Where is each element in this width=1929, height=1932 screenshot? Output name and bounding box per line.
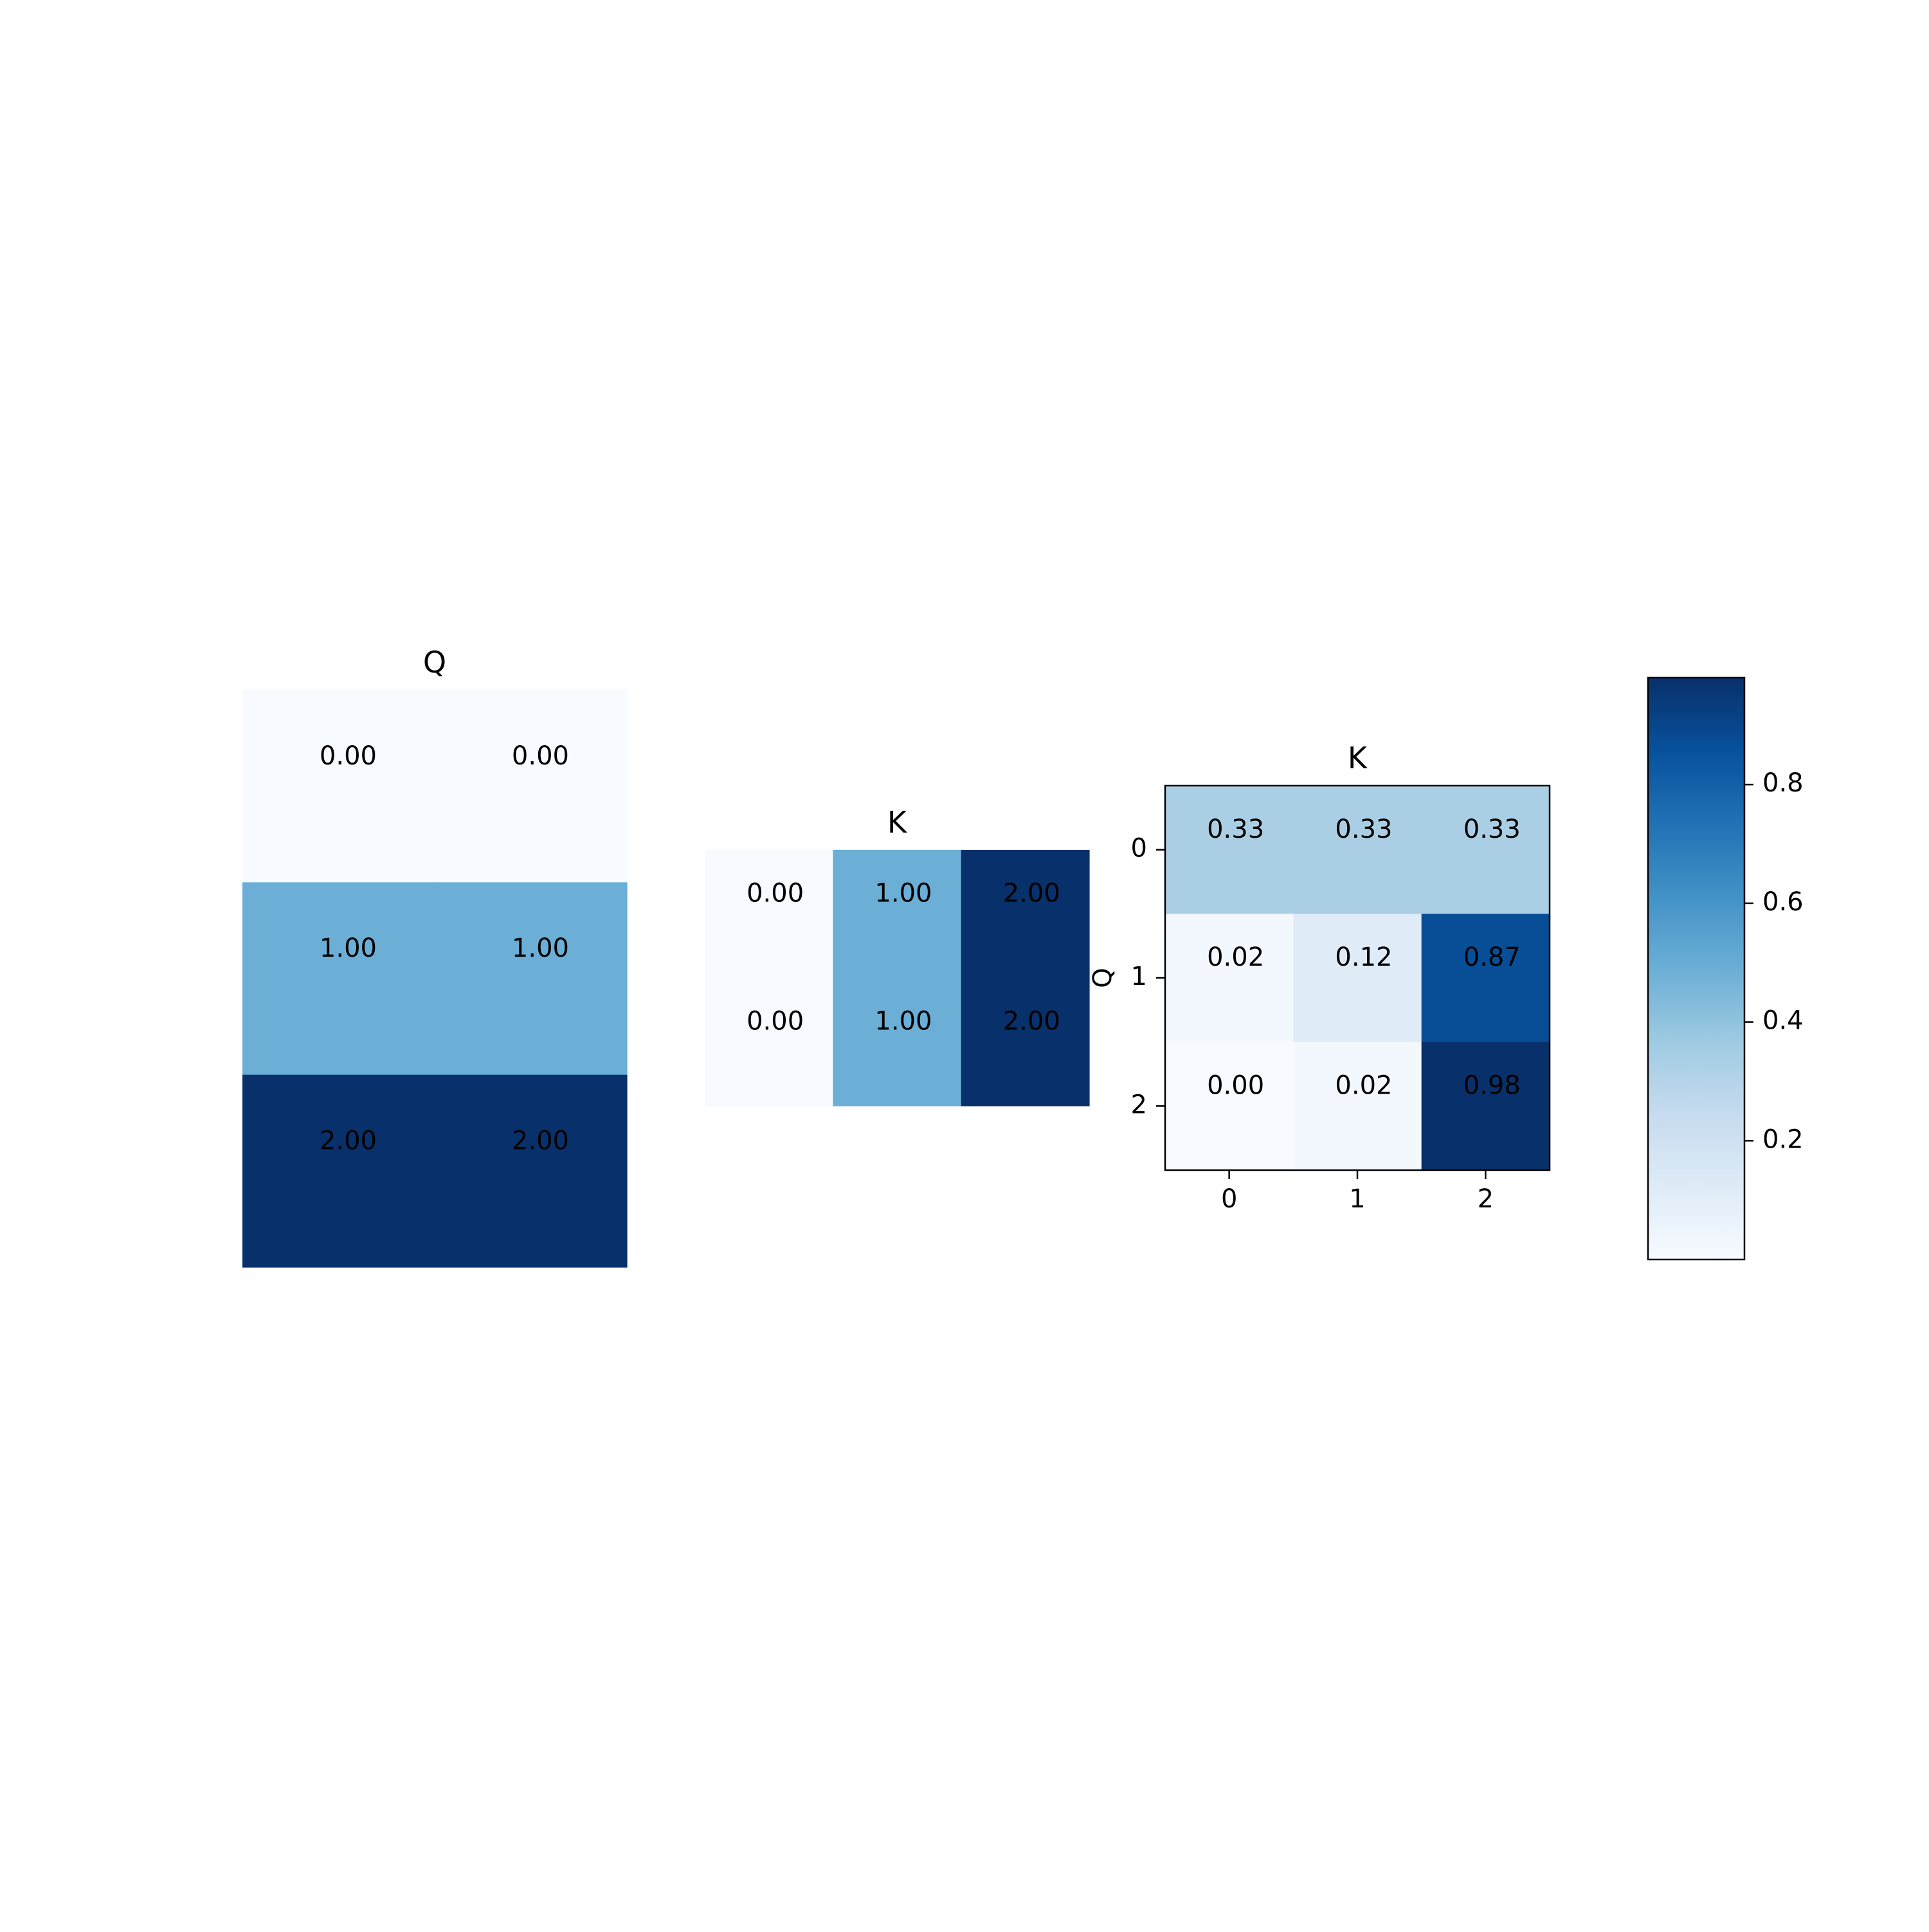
cell-value-label: 0.02 [1335, 1070, 1392, 1100]
heatmap-q: 0.00 0.00 1.00 1.00 2.00 2.00 Q [242, 645, 628, 1268]
colorbar-tick-label: 0.6 [1762, 887, 1804, 917]
cell-value-label: 1.00 [320, 934, 377, 963]
heatmap-attention: 0.33 0.33 0.33 0.02 0.12 0.87 0.00 0.02 0.98 K 0 1 2… [1088, 741, 1551, 1214]
cell-value-label: 2.00 [512, 1126, 569, 1155]
heatmap-cell [1293, 914, 1422, 1043]
x-tick-label: 0 [1221, 1184, 1237, 1214]
panel-title: K [887, 805, 908, 840]
cell-value-label: 0.33 [1335, 815, 1392, 844]
heatmap-cell [961, 850, 1090, 979]
colorbar: 0.2 0.4 0.6 0.8 [1647, 676, 1804, 1261]
colorbar-tick-label: 0.4 [1762, 1006, 1804, 1036]
cell-value-label: 0.87 [1463, 943, 1521, 972]
cell-value-label: 0.00 [747, 879, 804, 908]
heatmap-cell [242, 882, 435, 1076]
heatmap-cell [435, 882, 628, 1076]
heatmap-cell [1165, 914, 1294, 1043]
cell-value-label: 0.00 [320, 741, 377, 771]
heatmap-cell [435, 1074, 628, 1268]
heatmap-cell [705, 978, 833, 1106]
heatmap-cell [1165, 786, 1294, 914]
heatmap-cell [242, 690, 435, 883]
cell-value-label: 0.33 [1207, 815, 1264, 844]
cell-value-label: 0.98 [1463, 1070, 1521, 1100]
heatmap-cell [705, 850, 833, 979]
heatmap-cell [833, 978, 962, 1106]
cell-value-label: 0.33 [1463, 815, 1521, 844]
colorbar-tick-label: 0.8 [1762, 768, 1804, 798]
y-tick-label: 0 [1131, 834, 1147, 863]
y-axis-label: Q [1088, 968, 1118, 988]
cell-value-label: 0.02 [1207, 943, 1264, 972]
heatmap-cell [1421, 1042, 1550, 1171]
heatmap-cell [435, 690, 628, 883]
cell-value-label: 2.00 [1003, 879, 1060, 908]
cell-value-label: 1.00 [874, 879, 932, 908]
cell-value-label: 2.00 [320, 1126, 377, 1155]
y-tick-label: 1 [1131, 962, 1147, 991]
heatmap-cell [833, 850, 962, 979]
heatmap-cell [1421, 786, 1550, 914]
heatmap-cell [1293, 786, 1422, 914]
x-tick-label: 1 [1349, 1184, 1365, 1214]
y-tick-label: 2 [1131, 1090, 1147, 1119]
heatmap-cell [242, 1074, 435, 1268]
colorbar-gradient [1648, 678, 1744, 1259]
cell-value-label: 0.00 [512, 741, 569, 771]
panel-title: K [1348, 741, 1368, 775]
cell-value-label: 0.00 [1207, 1070, 1264, 1100]
heatmap-cell [961, 978, 1090, 1106]
heatmap-cell [1293, 1042, 1422, 1171]
x-tick-label: 2 [1478, 1184, 1494, 1214]
cell-value-label: 2.00 [1003, 1007, 1060, 1036]
cell-value-label: 0.00 [747, 1007, 804, 1036]
colorbar-tick-label: 0.2 [1762, 1124, 1804, 1154]
cell-value-label: 0.12 [1335, 943, 1392, 972]
colorbar-frame [1647, 676, 1746, 1261]
panel-title: Q [423, 645, 446, 680]
cell-value-label: 1.00 [512, 934, 569, 963]
heatmap-cell [1421, 914, 1550, 1043]
cell-value-label: 1.00 [874, 1007, 932, 1036]
heatmap-k: 0.00 1.00 2.00 0.00 1.00 2.00 K [705, 805, 1090, 1106]
heatmap-cell [1165, 1042, 1294, 1171]
